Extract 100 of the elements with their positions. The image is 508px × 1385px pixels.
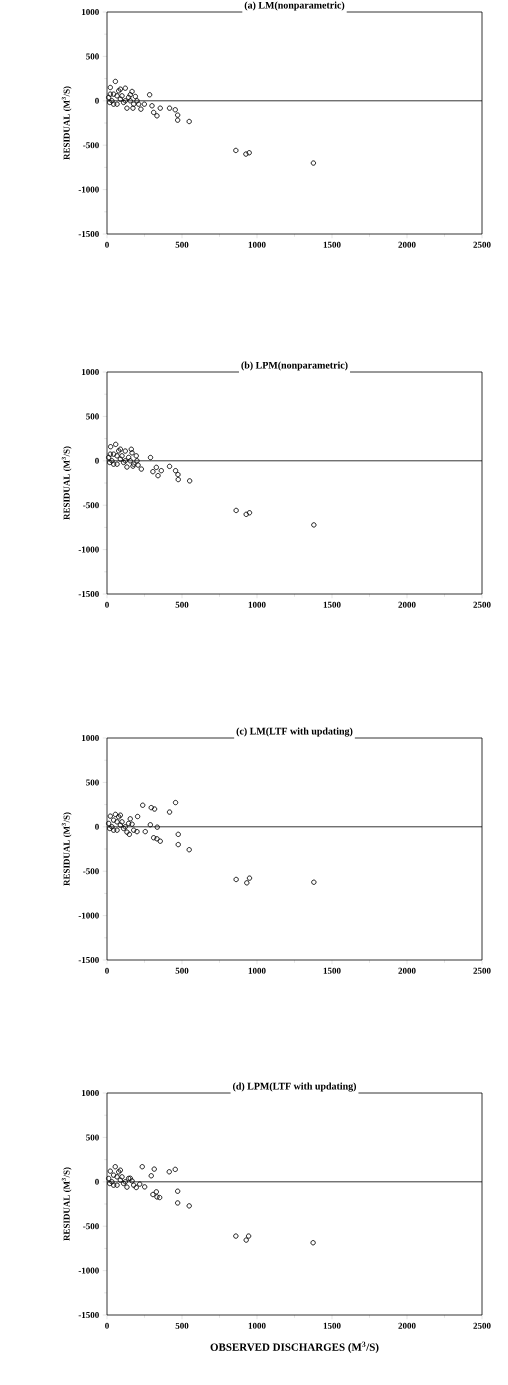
point	[128, 446, 134, 452]
point	[151, 806, 158, 812]
point	[186, 1203, 192, 1209]
point	[107, 813, 113, 819]
point	[151, 1166, 157, 1172]
chart-title: (d) LPM(LTF with updating)	[232, 1082, 357, 1092]
point	[138, 466, 144, 472]
x-tick-label: 1000	[248, 967, 266, 974]
y-tick-label: 1000	[82, 8, 99, 16]
point	[311, 879, 317, 885]
point	[127, 98, 133, 104]
point	[131, 1182, 137, 1188]
point	[310, 160, 317, 166]
point	[244, 880, 250, 886]
point	[113, 441, 119, 448]
point	[127, 458, 133, 464]
y-tick-label: -1000	[78, 912, 99, 919]
point	[134, 828, 140, 835]
y-tick-label: 1000	[82, 734, 99, 742]
point	[110, 101, 117, 107]
point	[149, 103, 155, 109]
y-tick-label: 500	[86, 413, 99, 420]
point	[233, 507, 239, 514]
x-tick-label: 2000	[398, 1322, 416, 1329]
point	[110, 817, 117, 823]
point	[150, 468, 156, 475]
point	[112, 1164, 118, 1170]
point	[310, 1240, 316, 1246]
point	[142, 828, 148, 835]
y-tick-label: 500	[86, 1134, 99, 1141]
x-tick-label: 1500	[323, 241, 341, 248]
y-tick-label: 0	[95, 97, 99, 104]
point	[175, 1200, 181, 1206]
point	[127, 816, 133, 822]
y-tick-label: -1500	[78, 956, 99, 964]
point	[114, 101, 120, 107]
point	[138, 106, 144, 112]
point	[157, 1194, 163, 1201]
point	[175, 471, 181, 478]
x-tick-label: 2500	[473, 967, 491, 974]
y-axis-title: RESIDUAL (M$^{3}$/S)	[61, 812, 72, 886]
chart-title: (c) LM(LTF with updating)	[236, 727, 353, 737]
chart-title: (b) LPM(nonparametric)	[241, 361, 348, 371]
point	[110, 827, 117, 833]
point	[124, 1184, 130, 1190]
y-tick-label: -500	[83, 502, 99, 509]
point	[148, 1173, 154, 1179]
x-tick-label: 1000	[248, 241, 266, 248]
point	[175, 476, 181, 483]
point	[186, 118, 192, 125]
point	[131, 827, 137, 833]
point	[136, 101, 142, 107]
point	[141, 101, 147, 107]
x-tick-label: 2500	[473, 601, 491, 608]
point	[124, 464, 130, 470]
point	[233, 147, 239, 154]
point	[187, 478, 193, 484]
y-axis-title: RESIDUAL (M$^{3}$/S)	[61, 446, 72, 520]
point	[137, 1181, 143, 1187]
point	[110, 1172, 117, 1178]
point	[134, 98, 140, 104]
x-tick-label: 1500	[323, 1322, 341, 1329]
y-tick-label: -1000	[78, 1267, 99, 1274]
point	[126, 831, 132, 838]
point	[243, 1237, 249, 1243]
x-tick-label: 500	[175, 967, 189, 974]
x-tick-label: 500	[175, 601, 189, 608]
y-tick-label: 500	[86, 779, 99, 786]
point	[110, 1182, 117, 1188]
x-tick-label: 0	[105, 967, 109, 974]
point	[175, 112, 181, 118]
point	[172, 1166, 178, 1173]
point	[122, 448, 128, 454]
point	[151, 835, 157, 841]
point	[246, 150, 252, 156]
point	[175, 1188, 181, 1194]
point	[110, 91, 117, 97]
y-tick-label: -500	[83, 1223, 99, 1230]
point	[246, 510, 253, 516]
point	[311, 522, 317, 528]
point	[186, 847, 192, 853]
point	[154, 113, 160, 119]
point	[107, 1168, 113, 1174]
point	[172, 799, 179, 806]
point	[166, 463, 173, 470]
point	[112, 811, 119, 818]
x-tick-label: 1000	[248, 601, 266, 608]
point	[245, 1233, 252, 1239]
point	[110, 451, 117, 457]
point	[243, 511, 249, 517]
point	[246, 875, 253, 881]
x-tick-label: 2000	[398, 601, 416, 608]
y-tick-label: 1000	[82, 368, 99, 376]
x-tick-label: 0	[105, 241, 109, 248]
point	[140, 802, 146, 808]
point	[147, 454, 154, 461]
point	[114, 827, 120, 833]
point	[233, 876, 239, 883]
point	[166, 105, 173, 111]
point	[129, 1178, 135, 1184]
